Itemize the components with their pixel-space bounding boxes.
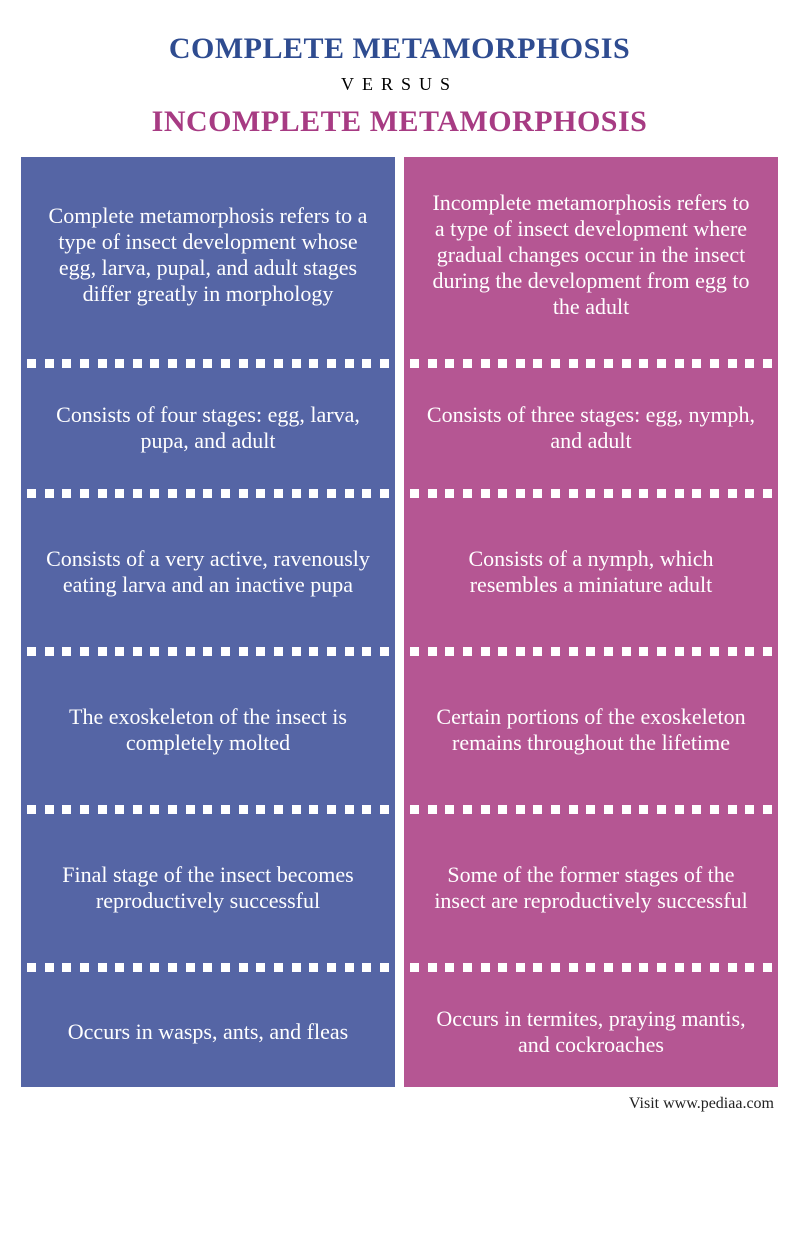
- comparison-cell: Complete metamorphosis refers to a type …: [21, 157, 395, 353]
- comparison-cell: Consists of a nymph, which resembles a m…: [404, 503, 778, 641]
- comparison-cell: Some of the former stages of the insect …: [404, 819, 778, 957]
- row-divider: [21, 957, 395, 977]
- comparison-cell: Consists of a very active, ravenously ea…: [21, 503, 395, 641]
- comparison-cell: Incomplete metamorphosis refers to a typ…: [404, 157, 778, 353]
- footer-credit: Visit www.pediaa.com: [21, 1087, 778, 1113]
- row-divider: [21, 641, 395, 661]
- comparison-cell: The exoskeleton of the insect is complet…: [21, 661, 395, 799]
- row-divider: [404, 483, 778, 503]
- comparison-cell: Occurs in termites, praying mantis, and …: [404, 977, 778, 1087]
- row-divider: [404, 353, 778, 373]
- row-divider: [21, 799, 395, 819]
- row-divider: [404, 799, 778, 819]
- comparison-cell: Certain portions of the exoskeleton rema…: [404, 661, 778, 799]
- comparison-cell: Consists of three stages: egg, nymph, an…: [404, 373, 778, 483]
- column-complete: Complete metamorphosis refers to a type …: [21, 157, 395, 1087]
- row-divider: [404, 957, 778, 977]
- title-complete: COMPLETE METAMORPHOSIS: [0, 32, 799, 66]
- row-divider: [21, 483, 395, 503]
- row-divider: [404, 641, 778, 661]
- comparison-cell: Occurs in wasps, ants, and fleas: [21, 977, 395, 1087]
- title-incomplete: INCOMPLETE METAMORPHOSIS: [0, 105, 799, 139]
- header: COMPLETE METAMORPHOSIS VERSUS INCOMPLETE…: [0, 0, 799, 157]
- comparison-cell: Final stage of the insect becomes reprod…: [21, 819, 395, 957]
- title-versus: VERSUS: [0, 74, 799, 95]
- row-divider: [21, 353, 395, 373]
- comparison-columns: Complete metamorphosis refers to a type …: [21, 157, 778, 1087]
- comparison-cell: Consists of four stages: egg, larva, pup…: [21, 373, 395, 483]
- column-incomplete: Incomplete metamorphosis refers to a typ…: [404, 157, 778, 1087]
